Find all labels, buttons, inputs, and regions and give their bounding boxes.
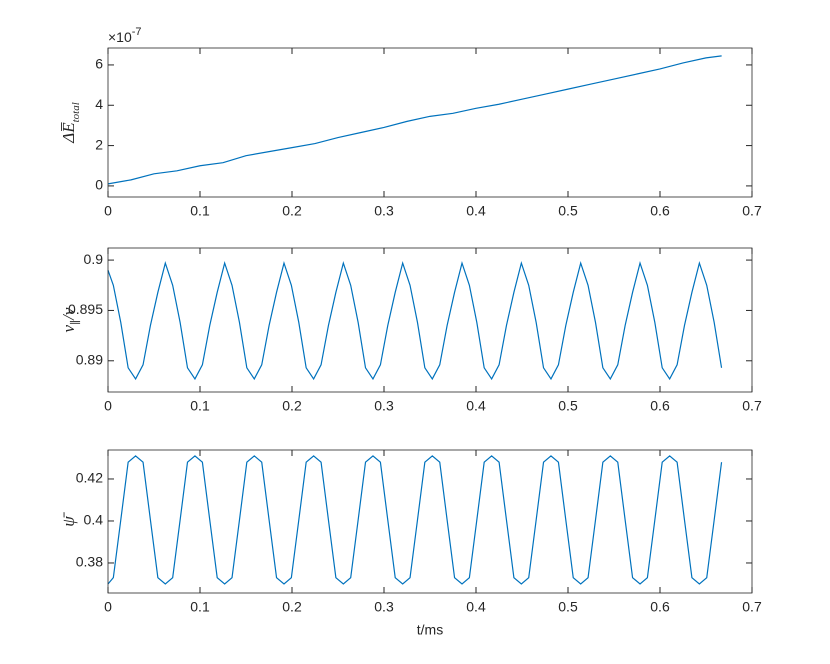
y-tick-label: 6 bbox=[95, 56, 103, 72]
y-label-part: v bbox=[59, 324, 78, 332]
data-line bbox=[107, 55, 722, 185]
x-tick-label: 0.6 bbox=[650, 203, 670, 219]
y-axis-label: ψ̄ bbox=[59, 511, 78, 527]
x-tick-label: 0.5 bbox=[558, 599, 578, 615]
data-line bbox=[107, 455, 723, 585]
exponent-power: -7 bbox=[132, 26, 142, 38]
axis-exponent: ×10-7 bbox=[108, 26, 142, 45]
x-tick-label: 0.4 bbox=[466, 599, 486, 615]
axes-box bbox=[107, 47, 753, 198]
x-tick-label: 0.1 bbox=[190, 599, 210, 615]
x-tick-label: 0.1 bbox=[190, 398, 210, 414]
y-tick-label: 0.4 bbox=[84, 512, 104, 528]
x-tick-label: 0.5 bbox=[558, 203, 578, 219]
y-label-part: ΔE̅ bbox=[59, 121, 78, 143]
x-tick-label: 0.5 bbox=[558, 398, 578, 414]
y-tick-label: 2 bbox=[95, 136, 103, 152]
y-tick-label: 0.895 bbox=[68, 301, 103, 317]
axes-box bbox=[107, 449, 753, 594]
y-label-part: ∥ bbox=[69, 320, 82, 325]
x-tick-label: 0.4 bbox=[466, 203, 486, 219]
y-tick-label: 4 bbox=[95, 96, 103, 112]
x-tick-label: 0.2 bbox=[282, 599, 302, 615]
x-tick-label: 0.7 bbox=[742, 203, 762, 219]
y-tick-label: 0.9 bbox=[84, 251, 104, 267]
x-tick-label: 0 bbox=[104, 203, 112, 219]
y-label-part: ψ̄ bbox=[59, 511, 78, 527]
x-tick-label: 0 bbox=[104, 599, 112, 615]
x-tick-label: 0.3 bbox=[374, 203, 394, 219]
axes-box bbox=[107, 247, 753, 393]
x-tick-label: 0.2 bbox=[282, 203, 302, 219]
x-tick-label: 0.7 bbox=[742, 398, 762, 414]
data-line bbox=[107, 260, 723, 381]
exponent-base: ×10 bbox=[108, 29, 132, 45]
plot-area bbox=[108, 248, 752, 392]
y-label-part: /v bbox=[59, 307, 78, 321]
x-tick-label: 0.6 bbox=[650, 398, 670, 414]
x-tick-label: 0.2 bbox=[282, 398, 302, 414]
x-axis-label: t/ms bbox=[417, 622, 443, 638]
x-tick-label: 0.6 bbox=[650, 599, 670, 615]
x-tick-label: 0 bbox=[104, 398, 112, 414]
x-tick-label: 0.4 bbox=[466, 398, 486, 414]
y-tick-label: 0 bbox=[95, 177, 103, 193]
x-tick-label: 0.3 bbox=[374, 398, 394, 414]
y-axis-label: v∥/v bbox=[59, 307, 82, 332]
y-tick-label: 0.38 bbox=[76, 554, 103, 570]
y-tick-label: 0.89 bbox=[76, 351, 103, 367]
x-tick-label: 0.3 bbox=[374, 599, 394, 615]
x-tick-label: 0.7 bbox=[742, 599, 762, 615]
plot-area bbox=[108, 450, 752, 593]
y-axis-label: ΔE̅total bbox=[59, 102, 82, 144]
x-tick-label: 0.1 bbox=[190, 203, 210, 219]
y-label-part: total bbox=[70, 102, 82, 122]
y-tick-label: 0.42 bbox=[76, 470, 103, 486]
